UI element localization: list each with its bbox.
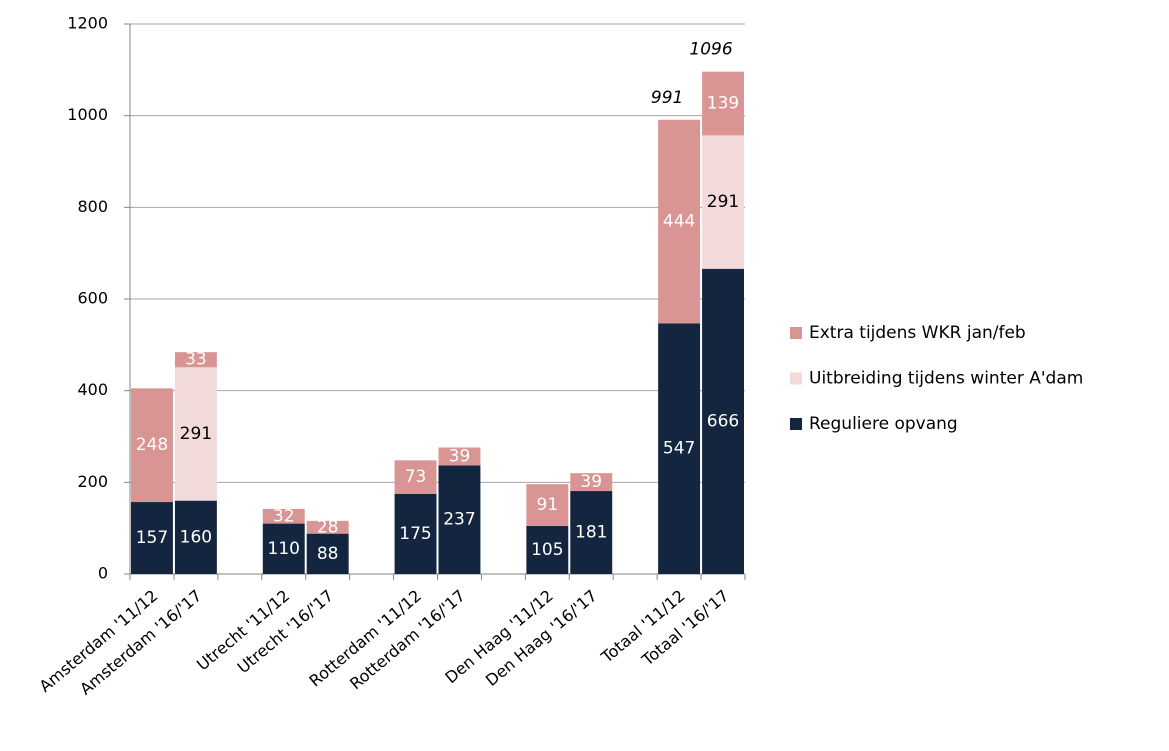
bar-segment xyxy=(570,491,613,574)
bar-segment xyxy=(394,493,437,574)
y-tick-label: 1000 xyxy=(67,105,108,124)
bar-segment xyxy=(131,502,173,574)
bar-segment xyxy=(306,520,349,534)
bar-segment xyxy=(658,119,701,324)
data-label: 666 xyxy=(707,411,739,431)
y-tick-label: 200 xyxy=(77,472,108,491)
bar-segment xyxy=(702,135,744,269)
y-tick-label: 600 xyxy=(77,289,108,308)
data-label: 547 xyxy=(663,439,695,459)
bar-segment xyxy=(306,533,349,574)
y-tick-label: 800 xyxy=(77,197,108,216)
total-label: 991 xyxy=(651,88,683,108)
data-label: 157 xyxy=(136,528,168,548)
data-label: 32 xyxy=(273,506,295,526)
bar-segment xyxy=(658,323,701,574)
data-label: 91 xyxy=(537,495,559,515)
bar-segment xyxy=(438,465,481,574)
legend-swatch xyxy=(790,418,802,430)
data-label: 444 xyxy=(663,212,695,232)
bar-segment xyxy=(702,71,744,136)
bar-segment xyxy=(262,523,305,574)
data-label: 110 xyxy=(268,539,300,559)
data-label: 291 xyxy=(707,192,739,212)
data-label: 139 xyxy=(707,94,739,114)
data-label: 175 xyxy=(399,524,431,544)
bar-segment xyxy=(174,352,217,368)
bar-segment xyxy=(394,460,437,494)
bar-segment xyxy=(438,447,481,466)
data-label: 291 xyxy=(180,424,212,444)
total-label: 1096 xyxy=(689,40,732,60)
y-tick-label: 1200 xyxy=(67,14,108,33)
bar-segment xyxy=(131,388,173,503)
data-label: 73 xyxy=(405,467,427,487)
data-label: 105 xyxy=(531,540,563,560)
data-label: 248 xyxy=(136,435,168,455)
data-label: 181 xyxy=(575,523,607,543)
data-label: 39 xyxy=(580,472,602,492)
data-label: 39 xyxy=(449,446,471,466)
data-label: 28 xyxy=(317,517,339,537)
data-label: 88 xyxy=(317,544,339,564)
legend-swatch xyxy=(790,327,802,339)
bar-segment xyxy=(526,525,569,574)
legend-swatch xyxy=(790,372,802,385)
bar-segment xyxy=(526,484,569,526)
bar-segment xyxy=(174,367,217,501)
data-label: 237 xyxy=(443,510,475,530)
legend-label: Reguliere opvang xyxy=(809,414,958,434)
y-tick-label: 400 xyxy=(77,380,108,399)
y-tick-label: 0 xyxy=(98,564,108,583)
data-label: 160 xyxy=(180,527,212,547)
bar-segment xyxy=(570,473,613,492)
bar-segment xyxy=(174,500,217,574)
data-label: 33 xyxy=(185,350,207,370)
legend-label: Extra tijdens WKR jan/feb xyxy=(809,323,1026,343)
bar-segment xyxy=(702,268,744,574)
legend-label: Uitbreiding tijdens winter A'dam xyxy=(809,369,1083,389)
bar-segment xyxy=(262,508,305,524)
